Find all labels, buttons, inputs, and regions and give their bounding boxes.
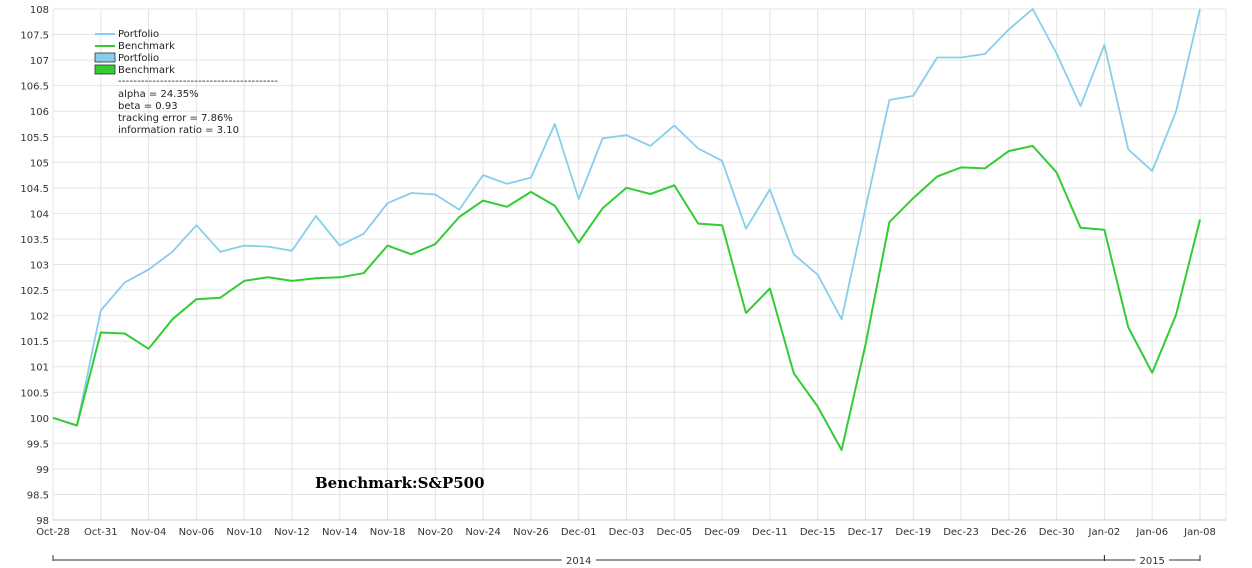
y-tick-label: 98.5 <box>27 490 49 501</box>
x-tick-label: Nov-24 <box>465 527 501 538</box>
x-tick-label: Dec-01 <box>561 527 597 538</box>
series-line-benchmark <box>52 144 1201 451</box>
series-lines <box>52 8 1201 451</box>
x-tick-label: Nov-26 <box>513 527 549 538</box>
stat-alpha: alpha = 24.35% <box>118 89 199 100</box>
y-tick-label: 107.5 <box>20 31 49 42</box>
legend-swatch-portfolio <box>94 52 116 63</box>
legend: Portfolio Benchmark Portfolio Benchmark … <box>94 29 278 136</box>
x-tick-label: Oct-28 <box>36 527 70 538</box>
y-tick-label: 101 <box>30 363 49 374</box>
x-tick-label: Nov-10 <box>226 527 262 538</box>
x-tick-label: Nov-12 <box>274 527 310 538</box>
x-tick-label: Dec-30 <box>1039 527 1075 538</box>
y-tick-label: 104.5 <box>20 184 49 195</box>
x-tick-label: Dec-23 <box>943 527 979 538</box>
series-line-portfolio <box>52 8 1201 427</box>
benchmark-annotation: Benchmark:S&P500 <box>315 474 485 492</box>
x-tick-label: Dec-15 <box>800 527 836 538</box>
y-tick-label: 100 <box>30 414 49 425</box>
period-label-bg <box>561 554 596 566</box>
x-tick-label: Dec-03 <box>609 527 645 538</box>
x-tick-label: Dec-26 <box>991 527 1027 538</box>
stat-tracking-error: tracking error = 7.86% <box>118 113 233 124</box>
x-tick-label: Dec-09 <box>704 527 740 538</box>
x-tick-label: Dec-11 <box>752 527 788 538</box>
y-tick-label: 108 <box>30 5 49 16</box>
x-tick-label: Nov-20 <box>418 527 454 538</box>
period-label: 2014 <box>566 556 591 567</box>
y-tick-label: 103 <box>30 261 49 272</box>
grid-lines <box>52 8 1227 521</box>
y-tick-label: 101.5 <box>20 337 49 348</box>
x-tick-label: Nov-14 <box>322 527 358 538</box>
x-tick-label: Dec-05 <box>656 527 692 538</box>
period-label-bg <box>1135 554 1170 566</box>
y-tick-label: 106 <box>30 107 49 118</box>
legend-label-benchmark-line: Benchmark <box>118 41 175 52</box>
y-tick-label: 107 <box>30 56 49 67</box>
period-brackets: 2014 2015 <box>52 554 1201 567</box>
y-tick-label: 105 <box>30 158 49 169</box>
y-axis-ticks: 98 98.5 99 99.5 100 100.5 101 101.5 102 102.5 103 1… <box>20 5 49 527</box>
y-tick-label: 103.5 <box>20 235 49 246</box>
y-tick-label: 98 <box>36 516 49 527</box>
x-axis-ticks: Oct-28 Oct-31 Nov-04 Nov-06 Nov-10 Nov-12 Nov-… <box>36 527 1216 538</box>
x-tick-label: Dec-17 <box>848 527 884 538</box>
stats-separator: ----------------------------------------… <box>118 76 278 87</box>
x-tick-label: Oct-31 <box>84 527 118 538</box>
period-label: 2015 <box>1139 556 1164 567</box>
y-tick-label: 105.5 <box>20 133 49 144</box>
x-tick-label: Jan-08 <box>1183 527 1216 538</box>
x-tick-label: Nov-04 <box>131 527 167 538</box>
y-tick-label: 106.5 <box>20 82 49 93</box>
x-tick-label: Jan-02 <box>1088 527 1121 538</box>
y-tick-label: 102 <box>30 312 49 323</box>
stat-beta: beta = 0.93 <box>118 101 178 112</box>
legend-label-portfolio-line: Portfolio <box>118 29 159 40</box>
x-tick-label: Nov-18 <box>370 527 406 538</box>
legend-label-portfolio-box: Portfolio <box>118 53 159 64</box>
x-tick-label: Dec-19 <box>895 527 931 538</box>
x-tick-label: Nov-06 <box>179 527 215 538</box>
x-tick-label: Jan-06 <box>1135 527 1168 538</box>
stat-information-ratio: information ratio = 3.10 <box>118 125 239 136</box>
y-tick-label: 99.5 <box>27 439 49 450</box>
legend-swatch-benchmark <box>94 64 116 75</box>
y-tick-label: 99 <box>36 465 49 476</box>
y-tick-label: 104 <box>30 209 49 220</box>
y-tick-label: 102.5 <box>20 286 49 297</box>
y-tick-label: 100.5 <box>20 388 49 399</box>
legend-label-benchmark-box: Benchmark <box>118 65 175 76</box>
